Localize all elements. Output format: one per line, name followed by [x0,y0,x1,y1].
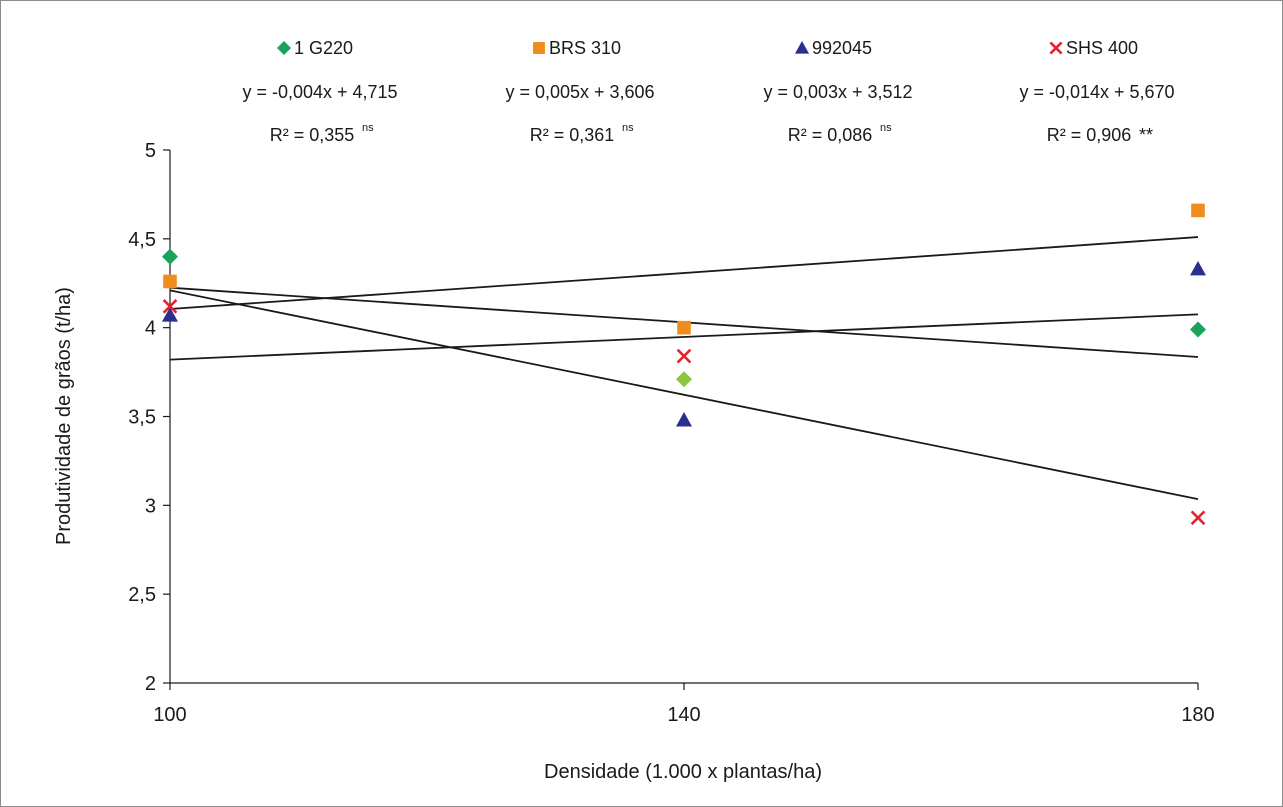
legend-label: 992045 [812,38,872,58]
point-diamond-3 [1190,321,1206,338]
legend-equation: y = 0,003x + 3,512 [763,82,912,102]
legend-significance: ns [622,122,634,134]
trendlines [169,236,1199,500]
legend: 1 G220 y = -0,004x + 4,715 R² = 0,355 ns BRS… [242,38,1174,145]
point-x-1-stroke-b [162,299,178,314]
point-triangle-2 [676,412,692,427]
y-ticks: 2 2,5 3 3,5 4 4,5 5 [128,140,170,695]
y-tick-label: 2,5 [128,584,156,606]
point-x-3 [1190,510,1206,526]
point-triangle-1 [162,307,178,322]
legend-equation: y = -0,014x + 5,670 [1019,82,1174,102]
y-tick-label: 3 [145,495,156,517]
legend-r2: R² = 0,355 [270,125,355,145]
y-axis-title: Produtividade de grãos (t/ha) [53,287,75,545]
trendline-4 [169,289,1199,500]
legend-marker-1 [277,41,291,55]
legend-marker-4 [1049,41,1063,55]
legend-marker-2 [533,42,545,54]
legend-significance: ** [1139,125,1153,145]
point-x-1 [162,299,178,314]
y-tick-label: 4 [145,318,156,340]
y-tick-label: 4,5 [128,229,156,251]
data-points [162,203,1206,526]
x-tick-label: 100 [153,704,186,726]
x-ticks: 100 140 180 [153,683,1215,726]
legend-significance: ns [880,122,892,134]
point-x-2 [676,348,692,364]
y-tick-label: 5 [145,140,156,162]
legend-marker-4-stroke-b [1049,41,1063,55]
x-tick-label: 140 [667,704,700,726]
x-tick-label: 180 [1181,704,1214,726]
point-x-3-stroke-b [1190,510,1206,526]
y-tick-label: 3,5 [128,407,156,429]
legend-r2: R² = 0,361 [530,125,615,145]
legend-equation: y = -0,004x + 4,715 [242,82,397,102]
point-x-2-stroke-b [676,348,692,364]
point-triangle-3 [1190,261,1206,276]
legend-r2: R² = 0,906 [1047,125,1132,145]
point-square-1 [163,274,177,289]
point-diamond-1 [162,248,178,265]
trendline-2 [169,236,1199,310]
legend-marker-3 [795,41,809,54]
point-square-3 [1191,203,1205,218]
point-diamond-2 [676,371,692,388]
legend-label: BRS 310 [549,38,621,58]
legend-label: 1 G220 [294,38,353,58]
legend-significance: ns [362,122,374,134]
point-square-2 [677,320,691,335]
legend-r2: R² = 0,086 [788,125,873,145]
legend-equation: y = 0,005x + 3,606 [505,82,654,102]
legend-label: SHS 400 [1066,38,1138,58]
y-tick-label: 2 [145,673,156,695]
x-axis-title: Densidade (1.000 x plantas/ha) [544,761,822,783]
trendline-3 [169,313,1199,361]
